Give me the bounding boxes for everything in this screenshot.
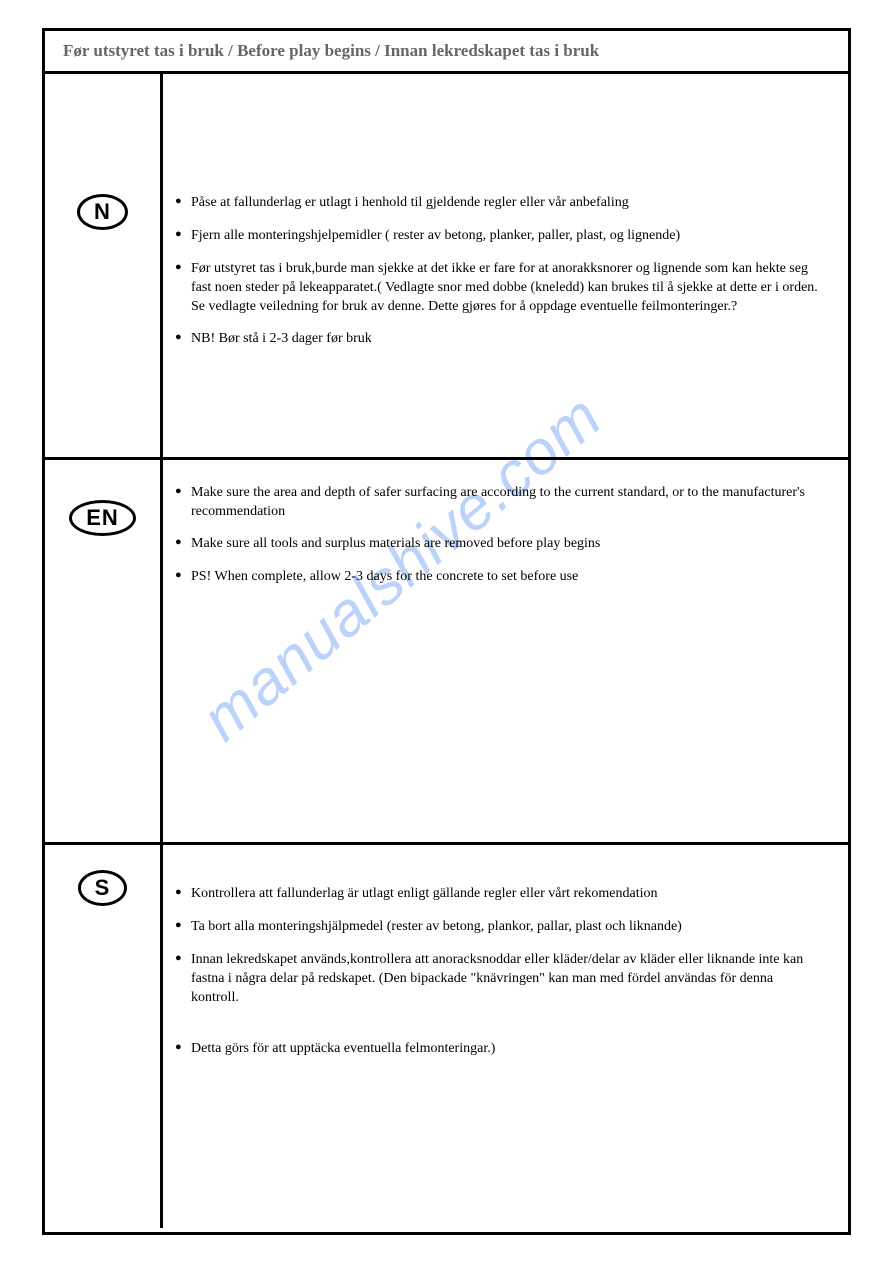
list-item: Make sure all tools and surplus material… [175,535,824,554]
bullet-list-en: Make sure the area and depth of safer su… [175,484,824,602]
list-item: Kontrollera att fallunderlag är utlagt e… [175,885,824,904]
page-title: Før utstyret tas i bruk / Before play be… [63,41,830,61]
section-swedish: S Kontrollera att fallunderlag är utlagt… [45,845,848,1228]
list-item: Ta bort alla monteringshjälpmedel (reste… [175,918,824,937]
lang-cell-en: EN [45,460,163,843]
list-item: Før utstyret tas i bruk,burde man sjekke… [175,260,824,317]
bullet-list-n: Påse at fallunderlag er utlagt i henhold… [175,194,824,363]
sections-grid: N Påse at fallunderlag er utlagt i henho… [45,74,848,1228]
lang-cell-n: N [45,74,163,457]
list-item: Innan lekredskapet används,kontrollera a… [175,951,824,1008]
lang-badge-s: S [78,870,128,906]
header-row: Før utstyret tas i bruk / Before play be… [45,31,848,74]
lang-badge-n: N [77,194,128,230]
list-item: Fjern alle monteringshjelpemidler ( rest… [175,227,824,246]
list-item: NB! Bør stå i 2-3 dager før bruk [175,330,824,349]
lang-badge-en: EN [69,500,136,536]
bullet-list-s: Kontrollera att fallunderlag är utlagt e… [175,885,824,1072]
list-item: Påse at fallunderlag er utlagt i henhold… [175,194,824,213]
list-item: PS! When complete, allow 2-3 days for th… [175,568,824,587]
list-item: Make sure the area and depth of safer su… [175,484,824,522]
lang-cell-s: S [45,845,163,1228]
document-frame: Før utstyret tas i bruk / Before play be… [42,28,851,1235]
content-cell-en: Make sure the area and depth of safer su… [163,460,848,843]
section-norwegian: N Påse at fallunderlag er utlagt i henho… [45,74,848,460]
list-item: Detta görs för att upptäcka eventuella f… [175,1040,824,1059]
content-cell-n: Påse at fallunderlag er utlagt i henhold… [163,74,848,457]
section-english: EN Make sure the area and depth of safer… [45,460,848,846]
content-cell-s: Kontrollera att fallunderlag är utlagt e… [163,845,848,1228]
